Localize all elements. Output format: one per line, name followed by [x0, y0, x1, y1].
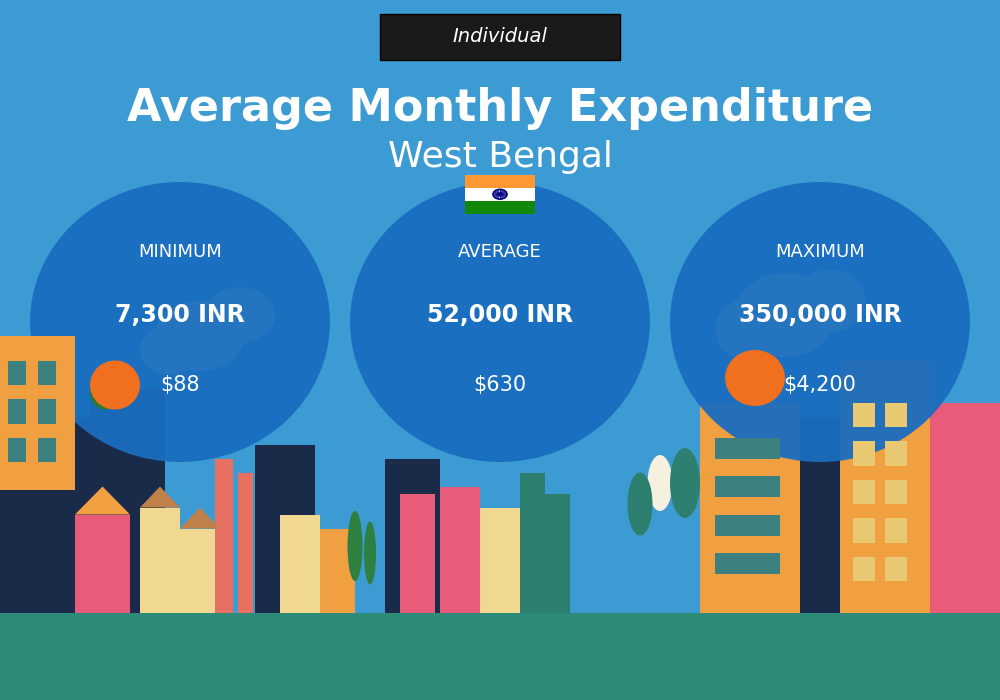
Text: Individual: Individual	[453, 27, 547, 46]
Polygon shape	[75, 486, 130, 514]
Text: 350,000 INR: 350,000 INR	[739, 303, 901, 327]
Bar	[280, 514, 320, 612]
Bar	[38, 399, 56, 423]
Bar	[320, 528, 355, 612]
Bar	[853, 480, 875, 504]
Bar	[0, 612, 1000, 700]
Ellipse shape	[140, 326, 200, 374]
Bar	[840, 360, 930, 612]
Bar	[440, 486, 480, 612]
Bar	[885, 402, 907, 427]
Bar	[0, 336, 75, 490]
Text: AVERAGE: AVERAGE	[458, 243, 542, 261]
Bar	[520, 473, 545, 612]
Text: 7,300 INR: 7,300 INR	[115, 303, 245, 327]
Text: 52,000 INR: 52,000 INR	[427, 303, 573, 327]
Bar	[385, 458, 440, 612]
Ellipse shape	[348, 511, 362, 581]
Text: $4,200: $4,200	[784, 375, 856, 395]
Ellipse shape	[670, 182, 970, 462]
Bar	[853, 556, 875, 581]
Bar	[715, 438, 780, 458]
Ellipse shape	[628, 473, 652, 536]
Ellipse shape	[90, 374, 120, 409]
Text: West Bengal: West Bengal	[388, 141, 612, 174]
Bar	[238, 473, 253, 612]
Ellipse shape	[725, 350, 785, 406]
Bar	[38, 438, 56, 462]
Text: $88: $88	[160, 375, 200, 395]
Bar	[75, 514, 130, 612]
FancyBboxPatch shape	[380, 14, 620, 60]
Bar	[885, 518, 907, 542]
Ellipse shape	[648, 455, 672, 511]
Ellipse shape	[155, 301, 245, 371]
Bar	[885, 480, 907, 504]
Polygon shape	[140, 486, 180, 507]
Bar	[8, 399, 26, 423]
Text: Average Monthly Expenditure: Average Monthly Expenditure	[127, 87, 873, 130]
Ellipse shape	[364, 522, 376, 584]
Bar	[853, 441, 875, 466]
Bar	[715, 553, 780, 574]
Bar	[715, 476, 780, 497]
Bar	[0, 416, 90, 612]
Bar	[180, 528, 220, 612]
Ellipse shape	[90, 360, 140, 409]
Text: MINIMUM: MINIMUM	[138, 243, 222, 261]
Bar	[545, 494, 570, 612]
Bar	[853, 402, 875, 427]
Ellipse shape	[795, 270, 865, 332]
Bar	[480, 508, 520, 612]
Bar	[215, 458, 233, 612]
Bar	[930, 402, 1000, 612]
Bar	[255, 444, 315, 612]
Text: $630: $630	[473, 375, 527, 395]
Bar	[885, 556, 907, 581]
Text: MAXIMUM: MAXIMUM	[775, 243, 865, 261]
Ellipse shape	[30, 182, 330, 462]
Bar	[465, 201, 535, 214]
Bar	[700, 402, 800, 612]
Bar	[38, 360, 56, 385]
Bar	[853, 518, 875, 542]
Bar	[140, 508, 180, 612]
Ellipse shape	[735, 273, 835, 357]
Bar	[800, 416, 840, 612]
Bar	[465, 188, 535, 201]
Polygon shape	[180, 508, 220, 528]
Bar	[465, 175, 535, 188]
Bar	[90, 389, 165, 612]
Bar	[885, 441, 907, 466]
Ellipse shape	[205, 287, 275, 343]
Bar	[400, 494, 435, 612]
Ellipse shape	[670, 448, 700, 518]
Ellipse shape	[350, 182, 650, 462]
Bar	[8, 360, 26, 385]
Bar	[715, 514, 780, 536]
Bar	[8, 438, 26, 462]
Ellipse shape	[715, 298, 785, 360]
